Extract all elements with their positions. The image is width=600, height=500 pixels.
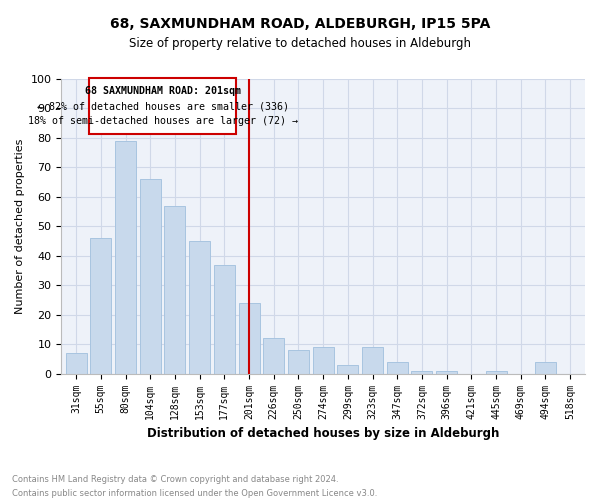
Bar [189, 241, 210, 374]
Bar [239, 303, 260, 374]
Bar [263, 338, 284, 374]
Text: Size of property relative to detached houses in Aldeburgh: Size of property relative to detached ho… [129, 38, 471, 51]
Bar [362, 347, 383, 374]
Text: Contains HM Land Registry data © Crown copyright and database right 2024.
Contai: Contains HM Land Registry data © Crown c… [12, 476, 377, 498]
Text: ← 82% of detached houses are smaller (336): ← 82% of detached houses are smaller (33… [37, 101, 289, 111]
Bar [387, 362, 408, 374]
Bar [140, 179, 161, 374]
Bar [485, 370, 506, 374]
Bar [535, 362, 556, 374]
Bar [89, 78, 236, 134]
Bar [115, 141, 136, 374]
Bar [436, 370, 457, 374]
Bar [288, 350, 309, 374]
Bar [65, 353, 86, 374]
Bar [337, 365, 358, 374]
Y-axis label: Number of detached properties: Number of detached properties [15, 138, 25, 314]
Bar [412, 370, 433, 374]
Bar [91, 238, 112, 374]
X-axis label: Distribution of detached houses by size in Aldeburgh: Distribution of detached houses by size … [147, 427, 499, 440]
Text: 18% of semi-detached houses are larger (72) →: 18% of semi-detached houses are larger (… [28, 116, 298, 126]
Bar [214, 264, 235, 374]
Text: 68, SAXMUNDHAM ROAD, ALDEBURGH, IP15 5PA: 68, SAXMUNDHAM ROAD, ALDEBURGH, IP15 5PA [110, 18, 490, 32]
Text: 68 SAXMUNDHAM ROAD: 201sqm: 68 SAXMUNDHAM ROAD: 201sqm [85, 86, 241, 97]
Bar [164, 206, 185, 374]
Bar [313, 347, 334, 374]
